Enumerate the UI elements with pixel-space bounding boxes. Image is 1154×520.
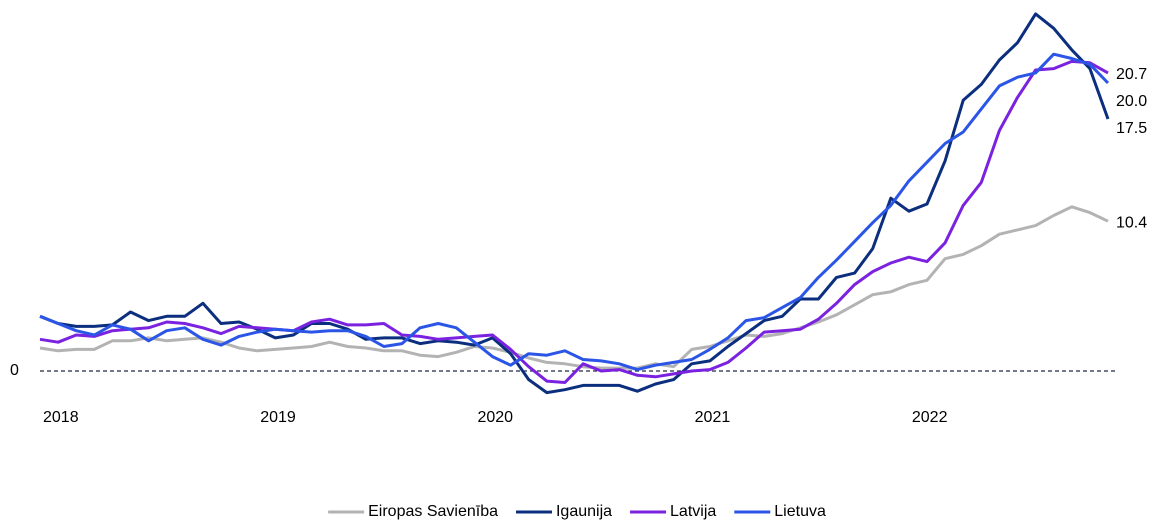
end-label: 10.4 <box>1116 214 1147 231</box>
series-line <box>39 59 1109 384</box>
x-tick-label: 2019 <box>260 409 296 426</box>
x-tick-label: 2020 <box>477 409 513 426</box>
series-line <box>39 12 1110 395</box>
legend-label: Latvija <box>670 503 716 520</box>
series-line <box>39 52 1110 372</box>
end-label: 20.0 <box>1116 93 1147 110</box>
y-tick-label: 0 <box>10 362 19 379</box>
end-label: 17.5 <box>1116 120 1147 137</box>
legend-label: Lietuva <box>774 503 826 520</box>
legend-label: Eiropas Savienība <box>368 503 498 520</box>
end-label: 20.7 <box>1116 66 1147 83</box>
x-tick-label: 2018 <box>43 409 79 426</box>
x-tick-label: 2022 <box>912 409 948 426</box>
series-line <box>39 205 1109 370</box>
legend-label: Igaunija <box>556 503 612 520</box>
x-tick-label: 2021 <box>695 409 731 426</box>
